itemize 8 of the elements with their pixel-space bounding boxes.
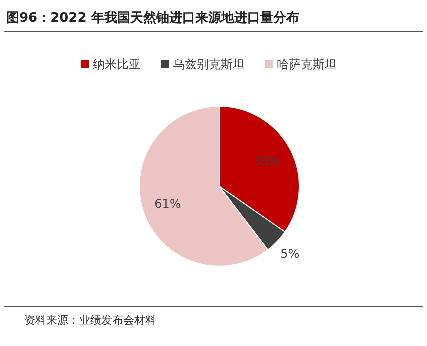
chart-title: 图96：2022 年我国天然铀进口来源地进口量分布 [6, 10, 300, 26]
text: 资料来源：业绩发布会材料 [24, 314, 156, 327]
data-label: 5% [280, 246, 300, 261]
legend-label: 乌兹别克斯坦 [173, 58, 245, 72]
legend-label: 纳米比亚 [93, 58, 141, 72]
data-label: 35% [254, 154, 282, 168]
data-label: 61% [154, 196, 182, 211]
legend-label: 哈萨克斯坦 [277, 58, 337, 72]
